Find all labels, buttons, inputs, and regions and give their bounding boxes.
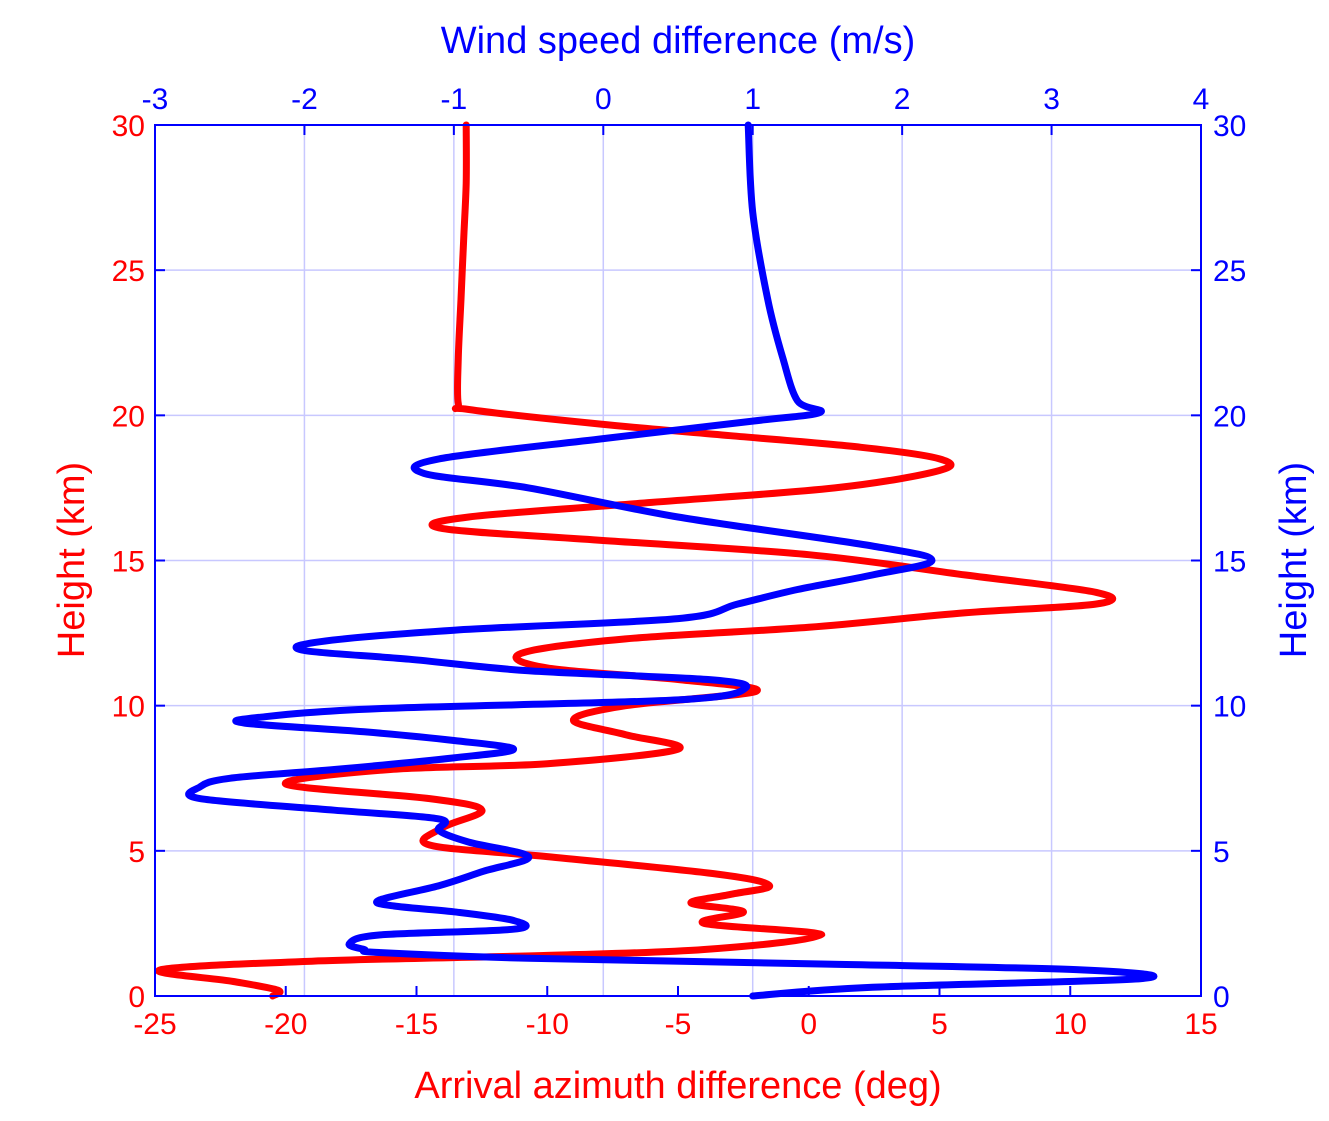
top-tick-label: 0 [595,83,612,116]
tick-labels: -25 -20 -15 -10 -5 0 5 10 15-3 -2 -1 0 1 2 3 4051015202… [112,83,1247,1041]
left-tick-label: 5 [128,836,145,869]
bottom-tick-label: 0 [800,1008,817,1041]
top-tick-label: -2 [291,83,318,116]
series-group [155,121,1158,1000]
right-axis-title: Height (km) [1273,462,1315,658]
top-axis-title: Wind speed difference (m/s) [441,20,916,62]
top-tick-label: 3 [1043,83,1060,116]
bottom-tick-label: 5 [931,1008,948,1041]
right-tick-label: 5 [1213,836,1230,869]
right-tick-label: 20 [1213,400,1246,433]
bottom-tick-label: 15 [1184,1008,1217,1041]
top-tick-label: -3 [142,83,169,116]
right-tick-label: 0 [1213,981,1230,1014]
bottom-tick-label: -20 [264,1008,307,1041]
right-tick-label: 25 [1213,255,1246,288]
bottom-axis-title: Arrival azimuth difference (deg) [414,1065,941,1107]
right-tick-label: 10 [1213,691,1246,724]
bottom-tick-label: -10 [526,1008,569,1041]
top-tick-label: 2 [894,83,911,116]
top-tick-label: -1 [441,83,468,116]
top-tick-label: 1 [744,83,761,116]
left-tick-label: 10 [112,691,145,724]
right-tick-label: 30 [1213,110,1246,143]
bottom-tick-label: 10 [1054,1008,1087,1041]
bottom-tick-label: -25 [133,1008,176,1041]
left-axis-title: Height (km) [51,462,93,658]
left-tick-label: 15 [112,546,145,579]
left-tick-label: 0 [128,981,145,1014]
left-tick-label: 25 [112,255,145,288]
left-tick-label: 30 [112,110,145,143]
top-tick-label: 4 [1193,83,1210,116]
wind-speed-difference-line [185,121,1158,1000]
grid [155,125,1201,996]
bottom-tick-label: -15 [395,1008,438,1041]
axis-ticks [154,124,1202,997]
left-tick-label: 20 [112,400,145,433]
right-tick-label: 15 [1213,546,1246,579]
bottom-tick-label: -5 [665,1008,692,1041]
